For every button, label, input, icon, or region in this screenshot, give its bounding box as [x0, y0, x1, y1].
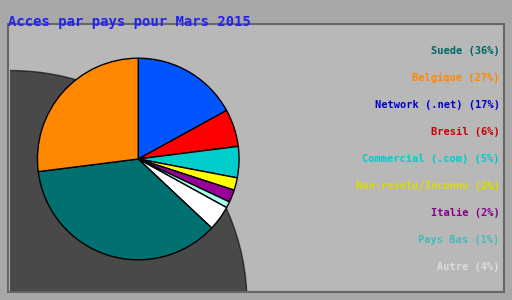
Wedge shape [138, 146, 239, 178]
Ellipse shape [0, 70, 247, 300]
Text: Acces par pays pour Mars 2015: Acces par pays pour Mars 2015 [8, 15, 251, 29]
Wedge shape [138, 58, 227, 159]
Wedge shape [138, 159, 234, 202]
Text: Suede (36%): Suede (36%) [431, 46, 500, 56]
Wedge shape [138, 110, 238, 159]
Wedge shape [138, 159, 229, 208]
Text: Pays Bas (1%): Pays Bas (1%) [418, 235, 500, 245]
FancyBboxPatch shape [8, 24, 504, 292]
Text: Autre (4%): Autre (4%) [437, 262, 500, 272]
Text: Bresil (6%): Bresil (6%) [431, 127, 500, 137]
Text: Network (.net) (17%): Network (.net) (17%) [375, 100, 500, 110]
Wedge shape [38, 159, 212, 260]
Wedge shape [37, 58, 138, 172]
Wedge shape [138, 159, 227, 228]
Text: Non-resolu/Inconnu (2%): Non-resolu/Inconnu (2%) [356, 181, 500, 191]
Text: Belgique (27%): Belgique (27%) [412, 73, 500, 83]
Text: Commercial (.com) (5%): Commercial (.com) (5%) [362, 154, 500, 164]
Text: Italie (2%): Italie (2%) [431, 208, 500, 218]
Wedge shape [138, 159, 237, 190]
